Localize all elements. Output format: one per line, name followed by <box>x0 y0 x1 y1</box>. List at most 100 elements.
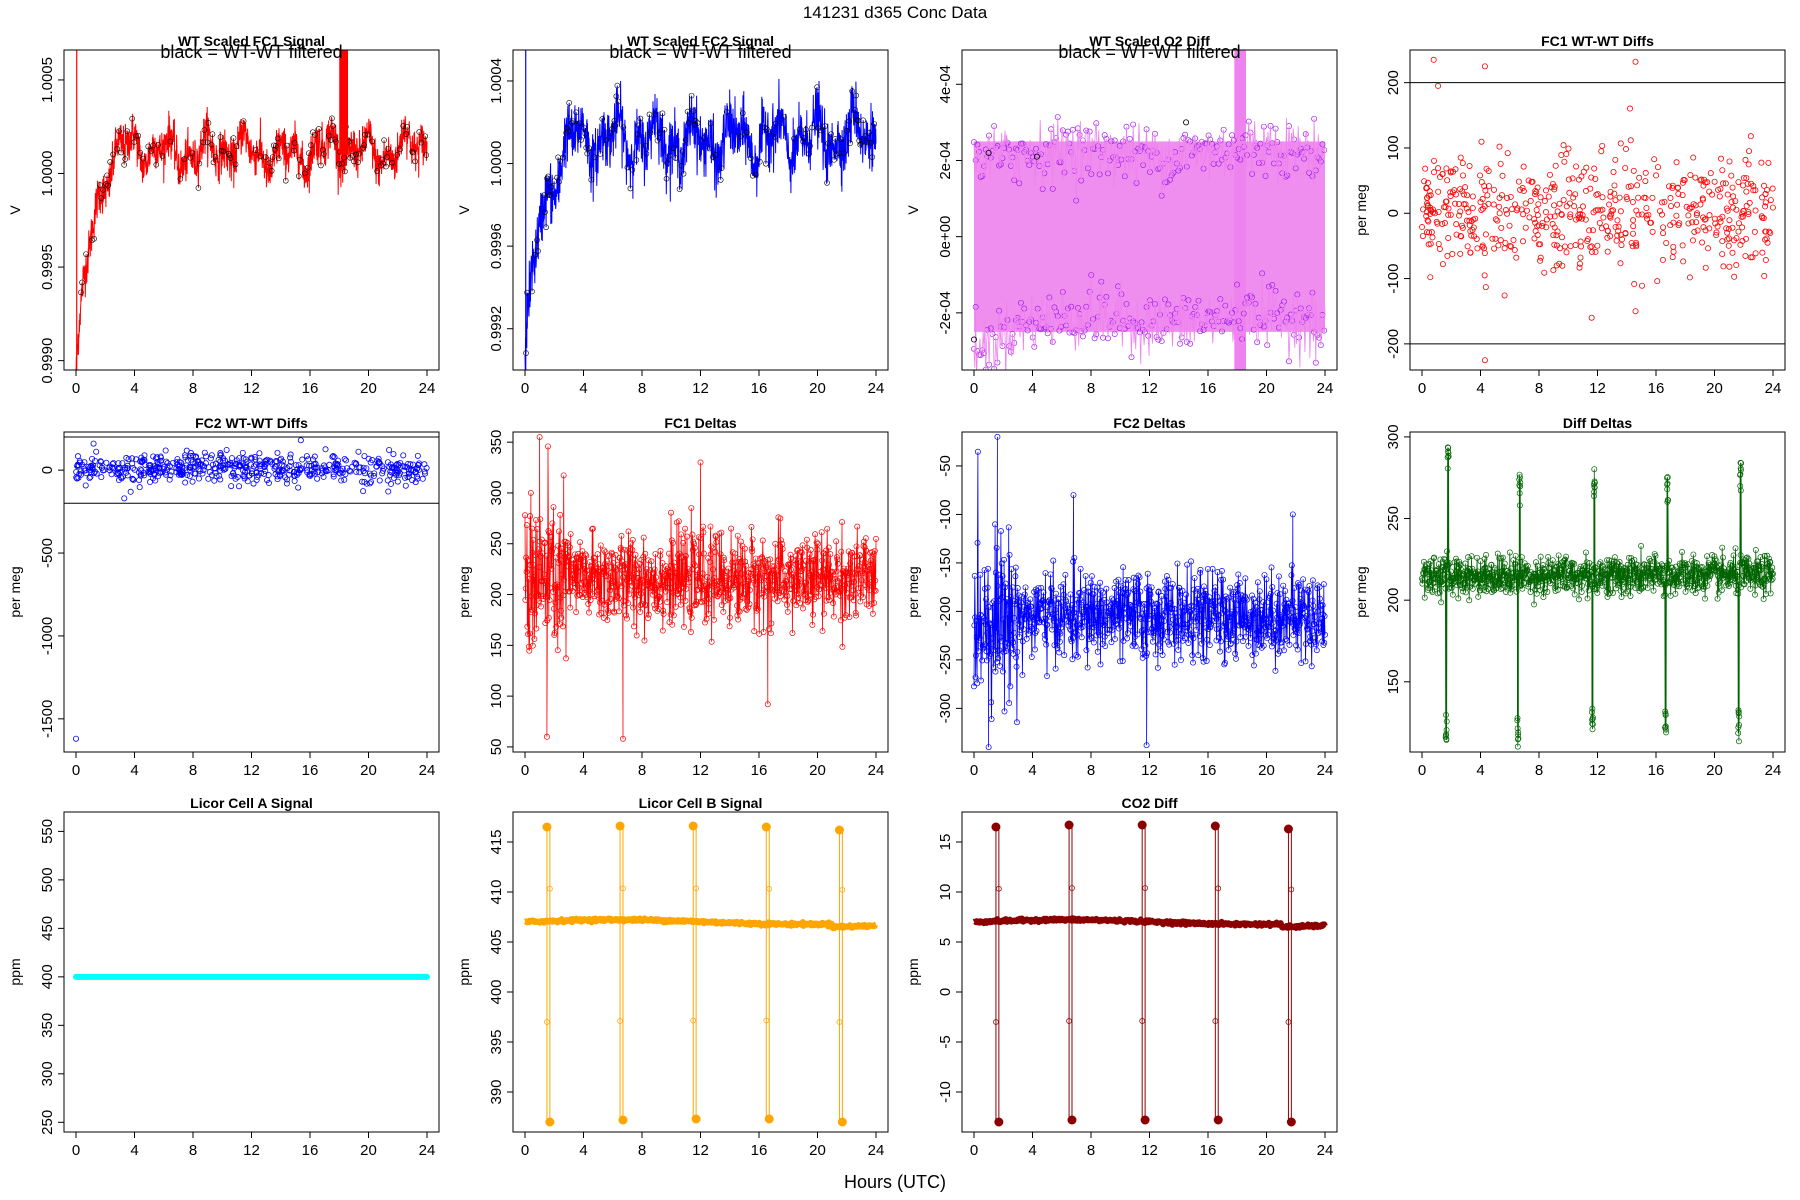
data-point <box>1177 657 1184 663</box>
data-point <box>1554 228 1561 235</box>
x-tick-label: 20 <box>1258 762 1275 779</box>
data-point <box>660 610 667 617</box>
data-point <box>1060 581 1067 588</box>
data-point <box>1061 312 1068 319</box>
data-point <box>1313 641 1319 648</box>
data-point <box>1464 192 1471 199</box>
data-point <box>1532 191 1539 198</box>
data-point <box>1042 636 1049 643</box>
data-point <box>596 611 603 618</box>
data-point <box>814 540 821 547</box>
data-point <box>385 488 392 495</box>
y-axis-label: V <box>7 205 23 215</box>
data-point <box>1300 576 1307 583</box>
data-point <box>818 529 825 536</box>
data-point <box>1462 184 1469 191</box>
data-point <box>723 583 730 590</box>
data-point <box>1575 215 1582 222</box>
data-point <box>548 565 555 572</box>
data-point <box>1537 254 1544 261</box>
data-point <box>1525 177 1532 184</box>
data-point <box>74 453 81 460</box>
data-point <box>1115 576 1122 583</box>
data-point <box>1647 558 1654 564</box>
data-point <box>723 572 730 579</box>
data-point <box>1067 591 1074 598</box>
data-point <box>1548 184 1555 191</box>
data-point <box>1020 626 1027 633</box>
data-point <box>1491 587 1498 594</box>
data-point <box>1515 178 1522 185</box>
data-point <box>1551 241 1558 248</box>
filtered-point <box>753 171 759 178</box>
data-point <box>1198 618 1205 625</box>
data-point <box>125 456 132 463</box>
y-tick-label: -1000 <box>39 617 56 655</box>
data-point <box>1759 214 1766 221</box>
data-point <box>1068 638 1075 645</box>
filtered-point <box>557 158 563 164</box>
data-point <box>742 558 749 565</box>
data-point <box>141 457 148 464</box>
data-point <box>556 552 563 559</box>
data-point <box>1037 619 1043 625</box>
filtered-point <box>320 146 326 153</box>
data-point <box>1654 278 1661 285</box>
data-point <box>1267 590 1274 597</box>
data-point <box>1263 615 1270 622</box>
data-point <box>625 528 632 535</box>
filtered-point <box>226 152 233 159</box>
data-point <box>228 455 235 462</box>
series-line <box>973 116 1326 201</box>
data-point <box>1692 174 1699 181</box>
data-point <box>1149 638 1156 645</box>
data-point <box>857 552 863 559</box>
data-point <box>1141 600 1148 607</box>
data-point <box>1515 729 1522 736</box>
data-point <box>239 449 246 456</box>
data-point <box>1253 604 1260 611</box>
data-point <box>1248 624 1255 631</box>
data-point <box>287 451 294 458</box>
data-point <box>1435 209 1442 216</box>
data-point <box>412 479 419 486</box>
data-point <box>1638 575 1645 582</box>
data-point <box>532 517 539 523</box>
data-point <box>1320 581 1327 588</box>
filtered-point <box>781 113 787 120</box>
y-tick-label: 250 <box>1385 506 1402 531</box>
x-tick-label: 12 <box>692 762 709 779</box>
filtered-point <box>591 154 598 160</box>
data-point <box>360 464 367 471</box>
data-point <box>684 533 690 540</box>
data-point <box>145 462 152 469</box>
data-point <box>571 576 578 583</box>
data-point <box>1215 611 1222 618</box>
filtered-point <box>838 136 844 143</box>
data-point <box>976 637 983 644</box>
data-point <box>1085 584 1091 591</box>
filtered-point <box>200 139 207 146</box>
data-point <box>1173 637 1180 644</box>
data-point <box>1069 885 1075 891</box>
data-point <box>1244 625 1251 632</box>
data-point <box>1114 597 1121 604</box>
data-point <box>157 457 164 464</box>
data-point <box>757 555 763 562</box>
data-point <box>1293 613 1300 620</box>
data-point <box>872 577 879 584</box>
data-point <box>1670 219 1677 226</box>
data-point <box>1190 635 1197 642</box>
data-point <box>167 472 174 479</box>
data-point <box>1235 571 1242 578</box>
data-point <box>1590 481 1597 488</box>
data-point <box>1085 589 1092 596</box>
x-tick-label: 24 <box>419 1142 436 1159</box>
data-point <box>1735 590 1742 597</box>
data-point <box>115 477 122 484</box>
data-point <box>1474 554 1481 561</box>
data-point <box>711 592 718 599</box>
x-tick-label: 20 <box>1258 380 1275 397</box>
data-point <box>1204 566 1211 572</box>
